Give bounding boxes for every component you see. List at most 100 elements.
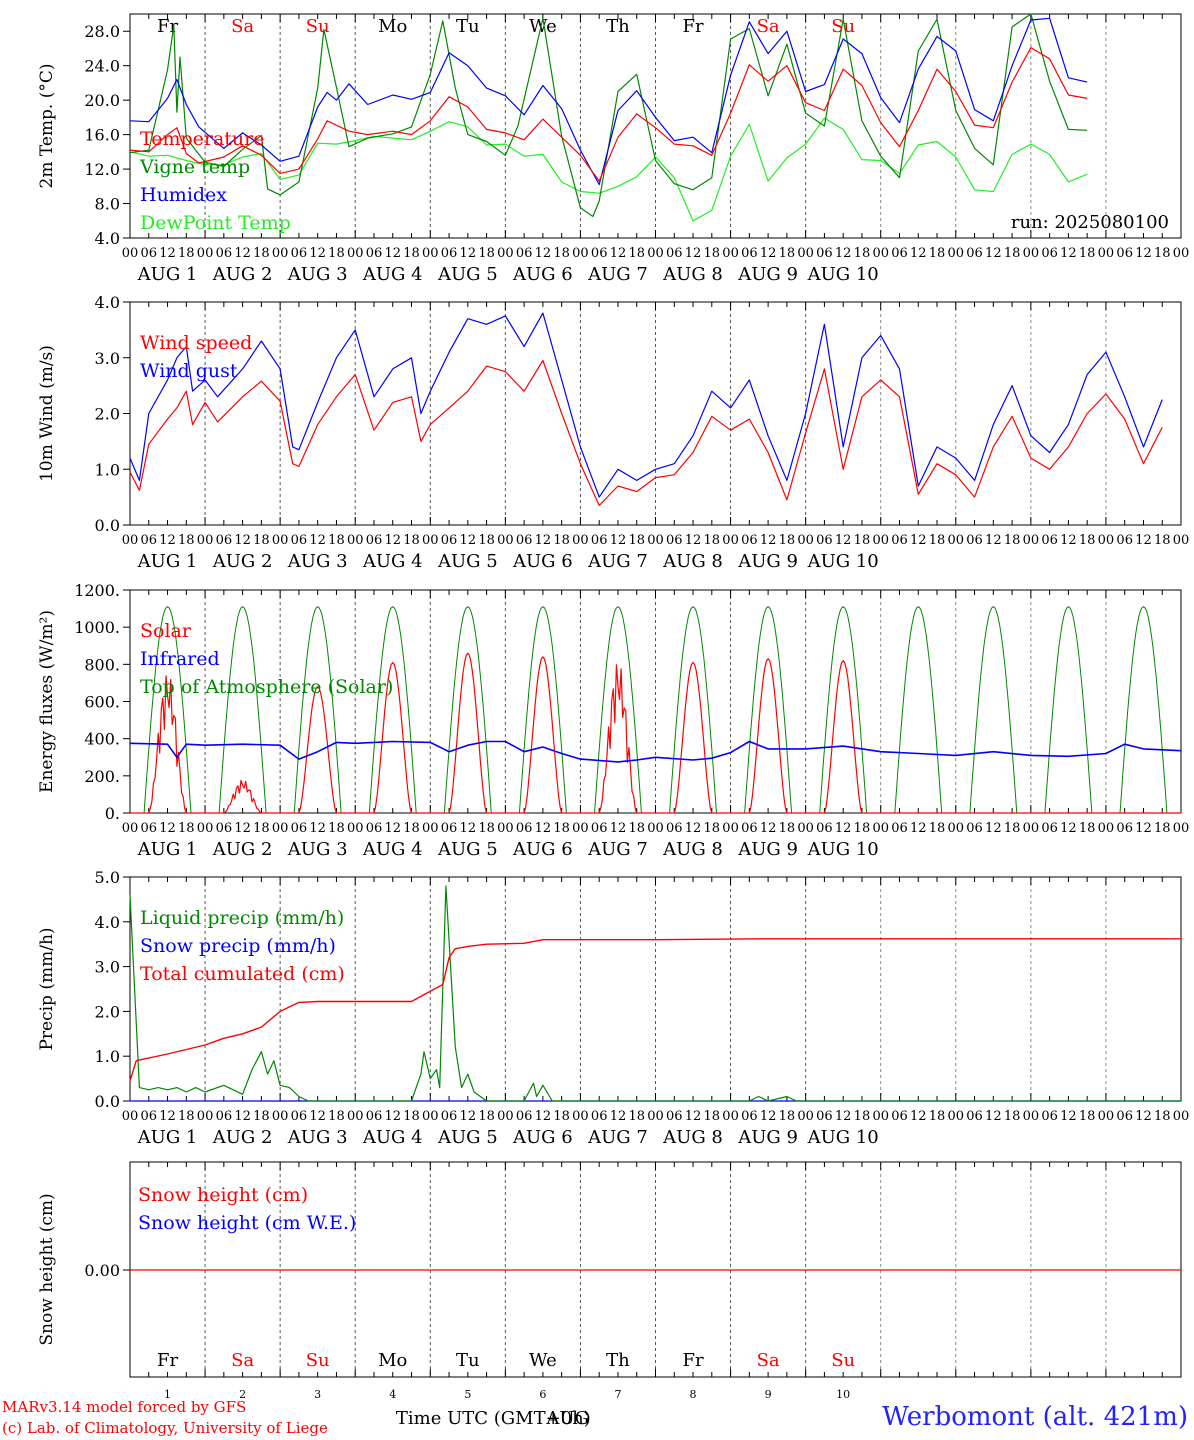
series-line-1 (129, 13, 1088, 218)
legend-entry: Snow height (cm) (138, 1184, 308, 1206)
x-tick-label: 06 (666, 821, 683, 836)
legend-entry: Wind gust (140, 360, 238, 382)
x-tick-label: 00 (872, 533, 889, 548)
x-date-label: AUG 7 (587, 1127, 648, 1148)
x-tick-label: 12 (535, 1109, 552, 1124)
x-date-label: AUG 5 (437, 551, 498, 572)
x-tick-label: 12 (685, 246, 702, 261)
x-tick-label: 00 (122, 246, 139, 261)
x-tick-label: 00 (1098, 1109, 1115, 1124)
x-tick-label: 06 (216, 533, 233, 548)
day-number-label: 4 (389, 1388, 396, 1401)
x-date-label: AUG 9 (737, 551, 798, 572)
x-tick-label: 12 (309, 821, 326, 836)
day-number-label: 10 (836, 1388, 850, 1401)
y-axis-title-snow: Snow height (cm) (37, 1193, 57, 1345)
x-tick-label: 00 (948, 246, 965, 261)
day-number-label: 1 (164, 1388, 171, 1401)
x-tick-label: 18 (403, 1109, 420, 1124)
x-tick-label: 06 (1116, 533, 1133, 548)
x-tick-label: 00 (948, 533, 965, 548)
x-tick-label: 00 (1173, 821, 1190, 836)
x-tick-label: 12 (309, 1109, 326, 1124)
x-tick-label: 06 (891, 821, 908, 836)
x-tick-label: 18 (328, 533, 345, 548)
x-date-label: AUG 3 (287, 1127, 348, 1148)
y-tick-label: 1.0 (95, 1047, 120, 1066)
day-number-label: 6 (539, 1388, 546, 1401)
x-tick-label: 00 (872, 821, 889, 836)
x-tick-label: 00 (1173, 246, 1190, 261)
x-tick-label: 06 (216, 821, 233, 836)
x-tick-label: 18 (1004, 1109, 1021, 1124)
x-date-label: AUG 2 (212, 839, 273, 860)
x-tick-label: 12 (234, 821, 251, 836)
x-tick-label: 00 (572, 1109, 589, 1124)
x-tick-label: 18 (1004, 246, 1021, 261)
x-tick-label: 12 (384, 533, 401, 548)
x-tick-label: 06 (516, 533, 533, 548)
y-axis-title-precip: Precip (mm/h) (37, 927, 57, 1050)
x-date-label: AUG 1 (137, 839, 198, 860)
x-tick-label: 12 (159, 1109, 176, 1124)
x-tick-label: 12 (835, 246, 852, 261)
x-tick-label: 18 (1004, 821, 1021, 836)
x-tick-label: 18 (704, 533, 721, 548)
x-date-label: AUG 8 (662, 264, 723, 285)
y-tick-label: 200. (84, 767, 120, 786)
credit-lab: (c) Lab. of Climatology, University of L… (2, 1419, 328, 1437)
x-tick-label: 00 (1173, 1109, 1190, 1124)
x-tick-label: 12 (1135, 1109, 1152, 1124)
x-tick-label: 12 (835, 1109, 852, 1124)
weekday-label: Su (831, 1350, 855, 1371)
x-tick-label: 18 (704, 821, 721, 836)
x-tick-label: 06 (741, 1109, 758, 1124)
x-tick-label: 00 (197, 1109, 214, 1124)
x-date-label: AUG 5 (437, 1127, 498, 1148)
x-tick-label: 18 (1154, 821, 1171, 836)
x-tick-label: 12 (309, 533, 326, 548)
x-tick-label: 00 (572, 821, 589, 836)
weekday-label: Su (831, 16, 855, 37)
x-date-label: AUG 3 (287, 264, 348, 285)
series-line-liquid (129, 885, 1181, 1102)
x-tick-label: 06 (366, 533, 383, 548)
legend-entry: Total cumulated (cm) (140, 963, 345, 985)
legend-entry: Snow precip (mm/h) (140, 935, 336, 957)
x-date-label: AUG 2 (212, 264, 273, 285)
x-tick-label: 00 (497, 533, 514, 548)
x-tick-label: 00 (647, 821, 664, 836)
x-tick-label: 12 (460, 821, 477, 836)
x-tick-label: 18 (403, 821, 420, 836)
x-tick-label: 06 (291, 821, 308, 836)
weekday-label: Su (306, 1350, 330, 1371)
x-tick-label: 12 (760, 821, 777, 836)
x-tick-label: 00 (948, 1109, 965, 1124)
weekday-label: Su (306, 16, 330, 37)
x-tick-label: 12 (1135, 246, 1152, 261)
day-number-label: 9 (765, 1388, 772, 1401)
x-tick-label: 06 (291, 533, 308, 548)
x-tick-label: 06 (1041, 533, 1058, 548)
x-date-label: AUG 4 (362, 839, 423, 860)
day-number-label: 2 (239, 1388, 246, 1401)
series-line-3 (129, 117, 1088, 222)
x-tick-label: 00 (497, 821, 514, 836)
series-line-speed (129, 359, 1163, 507)
legend-entry: Snow height (cm W.E.) (138, 1212, 356, 1234)
x-tick-label: 12 (460, 1109, 477, 1124)
x-tick-label: 12 (1060, 533, 1077, 548)
x-tick-label: 00 (1023, 1109, 1040, 1124)
weekday-label: Tu (456, 1350, 480, 1371)
x-tick-label: 18 (178, 246, 195, 261)
x-tick-label: 06 (516, 1109, 533, 1124)
x-tick-label: 18 (178, 533, 195, 548)
x-tick-label: 00 (1023, 533, 1040, 548)
x-tick-label: 18 (553, 821, 570, 836)
x-tick-label: 18 (929, 246, 946, 261)
x-tick-label: 06 (591, 1109, 608, 1124)
x-tick-label: 12 (535, 533, 552, 548)
x-tick-label: 18 (854, 246, 871, 261)
y-tick-label: 4.0 (95, 293, 120, 312)
